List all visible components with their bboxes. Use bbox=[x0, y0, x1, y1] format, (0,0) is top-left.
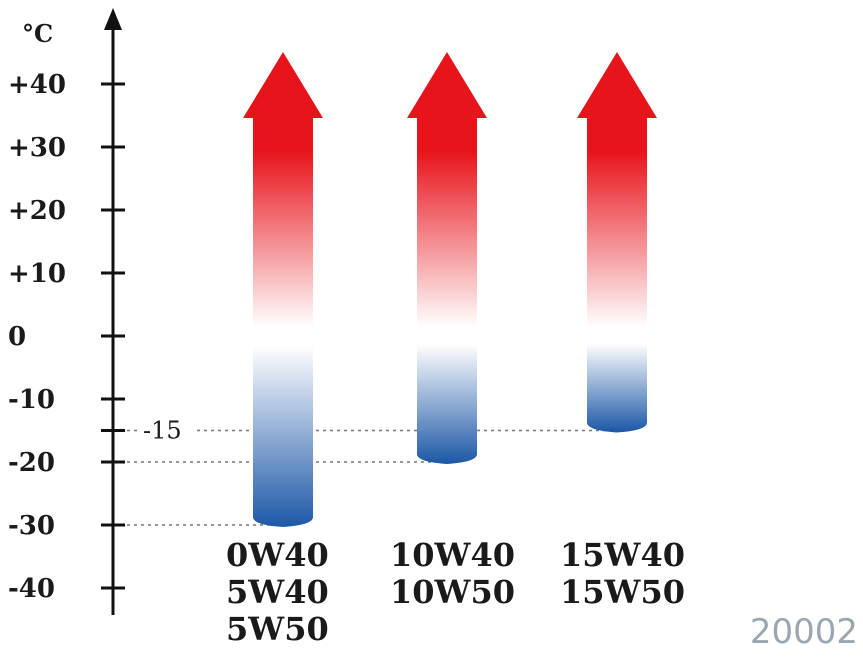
grade-label-0-0: 0W40 bbox=[226, 536, 329, 574]
y-tick-label-1: +30 bbox=[8, 133, 66, 163]
y-tick-label-8: -40 bbox=[8, 574, 55, 604]
y-tick-label-2: +20 bbox=[8, 196, 66, 226]
grade-label-1-0: 10W40 bbox=[390, 536, 515, 574]
reference-label-bg-0 bbox=[138, 416, 194, 443]
grade-label-2-0: 15W40 bbox=[560, 536, 685, 574]
temperature-bar-0 bbox=[243, 52, 323, 527]
temperature-bar-1 bbox=[407, 52, 487, 464]
temperature-bars bbox=[243, 52, 657, 527]
y-axis: °C +40 +30 +20 +10 0 -10 -20 -30 -40 bbox=[8, 8, 125, 615]
y-tick-label-6: -20 bbox=[8, 448, 55, 478]
y-tick-label-4: 0 bbox=[8, 322, 26, 352]
y-tick-label-3: +10 bbox=[8, 259, 66, 289]
y-tick-label-7: -30 bbox=[8, 511, 55, 541]
figure-code: 20002 bbox=[750, 612, 858, 652]
grade-label-1-1: 10W50 bbox=[390, 573, 515, 611]
grade-label-2-1: 15W50 bbox=[560, 573, 685, 611]
reference-lines: -15 bbox=[113, 416, 617, 526]
y-tick-label-0: +40 bbox=[8, 70, 66, 100]
temperature-bar-2 bbox=[577, 52, 657, 433]
grade-label-0-1: 5W40 bbox=[226, 573, 329, 611]
reference-label-0: -15 bbox=[143, 417, 182, 445]
grade-label-0-2: 5W50 bbox=[226, 610, 329, 648]
y-axis-arrowhead bbox=[104, 8, 122, 30]
unit-label: °C bbox=[22, 19, 53, 48]
y-tick-label-5: -10 bbox=[8, 385, 55, 415]
